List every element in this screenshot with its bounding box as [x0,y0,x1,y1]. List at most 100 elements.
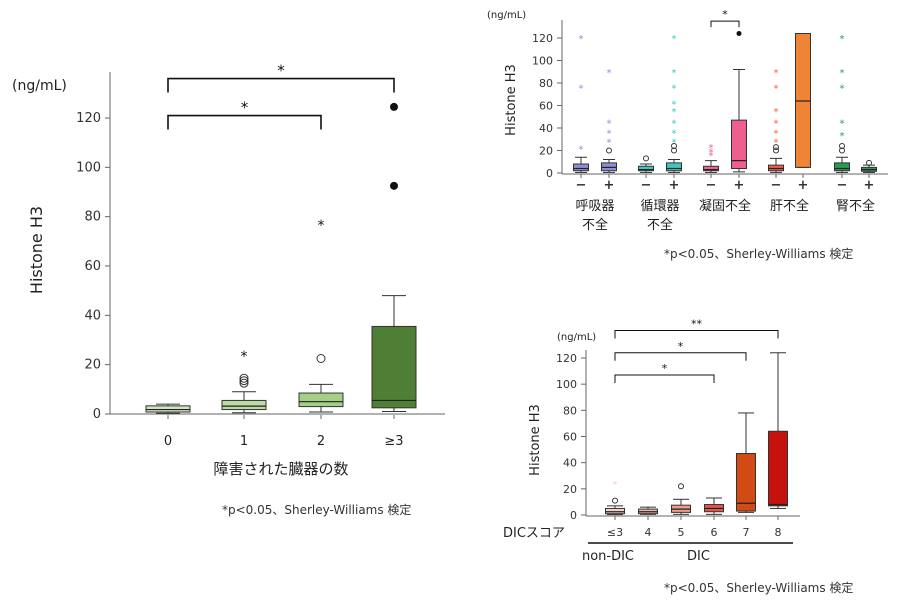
dic-box-1 [638,506,658,515]
failure-y-tick-label: 20 [539,145,553,158]
failure-y-tick-label: 0 [546,167,553,180]
dic-outlier-star: * [613,480,618,491]
failure-box-body [703,165,719,172]
failure-group-label: 腎不全 [836,198,875,214]
failure-outlier-star: * [774,84,779,95]
failure-box-body [834,162,850,172]
failure-y-tick-label: 80 [539,77,553,90]
organs-outlier-circle [316,354,326,363]
failure-x-tick-label: − [641,178,652,193]
organs-box-3 [371,102,417,413]
dic-boxplot: (ng/mL) Histone H3 DICスコア *p<0.05、Sherle… [503,318,853,595]
dic-box-3 [704,497,724,515]
dic-significance-label: ** [691,318,703,331]
dic-outlier-circle [678,483,684,490]
dic-y-axis-label: Histone H3 [528,404,543,476]
failure-group-label: 循環器不全 [640,199,679,233]
organs-significance-label: * [241,99,249,117]
failure-outlier-star: * [774,118,779,129]
organs-box-body [371,325,417,409]
failure-box-body [731,119,747,169]
dic-box-body [768,430,788,507]
organs-box-body [145,405,191,413]
failure-y-tick-label: 40 [539,122,553,135]
dic-group-label: DIC [687,549,710,564]
organs-significance-bracket [167,114,322,130]
failure-box-2 [638,155,654,173]
dic-unit: (ng/mL) [557,332,596,343]
dic-significance-label: * [678,340,684,353]
failure-outlier-circle [643,155,649,162]
failure-outlier-circle [606,147,612,154]
organs-x-tick-label: 2 [317,434,325,449]
failure-outlier-star: * [672,34,677,45]
failure-box-1: **** [601,68,617,173]
dic-x-tick-label: 8 [775,526,782,539]
failure-box-0: * * * [573,34,589,173]
organs-y-tick-label: 60 [84,259,101,274]
dic-y-tick-label: 40 [563,457,577,470]
failure-group-label: 凝固不全 [699,198,751,214]
dic-group-label: non-DIC [582,549,634,564]
dic-x-tick-label: ≤3 [607,526,623,539]
failure-outlier-star: * [672,68,677,79]
failure-x-tick-label: − [771,178,782,193]
failure-outlier-star: * [672,118,677,129]
failure-outlier-circle [839,143,845,149]
organs-x-tick-label: 1 [240,434,248,449]
failure-x-tick-label: − [837,178,848,193]
failure-x-tick-label: + [734,178,745,193]
failure-significance-bracket [710,20,740,28]
failure-outlier-star: * [672,138,677,149]
failure-outlier-star: * [774,68,779,79]
failure-y-tick-label: 60 [539,100,553,113]
failure-box-3: ******** [666,34,682,173]
dic-significance-bracket [614,374,715,384]
organs-box-0 [145,403,191,414]
organs-box-body [298,392,344,408]
organs-y-tick-label: 20 [84,358,101,373]
organs-significance-bracket [167,77,395,93]
failure-x-tick-label: + [604,178,615,193]
dic-box-0: * [605,480,625,516]
failure-outlier-circle [671,143,677,149]
organs-box-2: * [298,218,344,413]
dic-box-body [736,453,756,512]
organs-boxplot: (ng/mL) Histone H3 障害された臓器の数 *p<0.05、She… [12,62,445,517]
failure-outlier-star: * [840,131,845,142]
dic-x-tick-label: 5 [678,526,685,539]
failure-outlier-star: * [840,34,845,45]
dic-x-tick-label: 6 [711,526,718,539]
failure-box-4: *** [703,143,719,173]
dic-y-tick-label: 80 [563,404,577,417]
dic-x-tick-label: 7 [743,526,750,539]
organs-outlier-circle [239,378,249,388]
dic-significance-bracket [614,352,747,361]
failure-box-8: * * * * * [834,34,850,173]
organs-unit: (ng/mL) [12,78,67,94]
organs-x-tick-label: 0 [164,434,172,449]
failure-significance-label: * [722,8,728,21]
dic-box-2 [671,483,691,515]
organs-outlier-star: * [318,218,325,234]
failure-x-tick-label: − [706,178,717,193]
dic-significance-bracket [614,330,779,339]
organs-x-tick-label: ≥3 [384,434,403,449]
failure-outlier-star: * [672,84,677,95]
dic-y-tick-label: 20 [563,483,577,496]
failure-outlier-star: * [672,99,677,110]
failure-x-tick-label: + [669,178,680,193]
dic-y-tick-label: 120 [556,352,577,365]
failure-outlier-star: * [672,129,677,140]
organs-y-tick-label: 80 [84,210,101,225]
dic-outlier-circle [612,497,618,504]
failure-outlier-star: * [709,151,714,162]
organs-outlier-circle [239,376,249,386]
organs-outlier-dot [390,102,398,111]
organs-x-axis-title: 障害された臓器の数 [213,460,348,478]
failure-boxplot: (ng/mL) Histone H3 *p<0.05、Sherley-Willi… [487,8,888,261]
failure-outlier-star: * [579,84,584,95]
organs-box-body [221,399,267,411]
failure-outlier-star: * [607,129,612,140]
